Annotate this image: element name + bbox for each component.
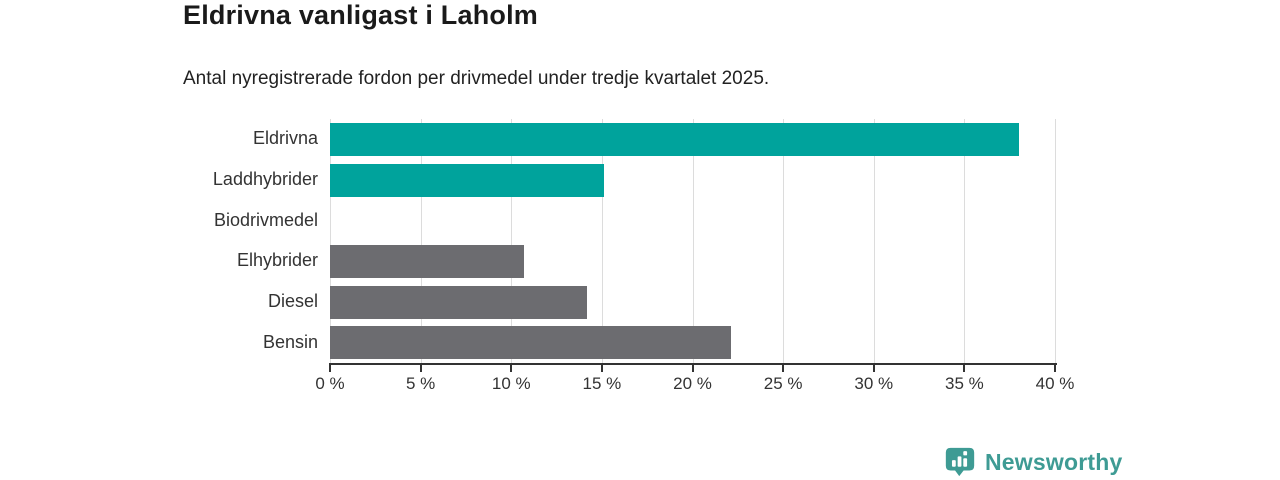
newsworthy-logo: Newsworthy xyxy=(943,445,1122,479)
x-axis-tick-label: 25 % xyxy=(763,374,803,393)
x-axis-tick-label: 5 % xyxy=(405,374,436,393)
x-axis-tick-label: 0 % xyxy=(315,374,345,393)
gridline xyxy=(511,119,513,363)
x-axis-tick-label: 30 % xyxy=(854,374,894,393)
x-axis-tick-label: 35 % xyxy=(945,374,984,393)
category-label-diesel: Diesel xyxy=(267,291,318,311)
x-axis-tick xyxy=(1054,363,1056,372)
gridline xyxy=(873,119,875,363)
bar-laddhybrider xyxy=(330,163,604,197)
bar-elhybrider xyxy=(330,244,524,278)
category-label-elhybrider: Elhybrider xyxy=(236,250,318,271)
category-label-biodrivmedel: Biodrivmedel xyxy=(213,209,318,230)
x-axis-tick-label: 10 % xyxy=(491,374,531,393)
x-axis-tick xyxy=(872,363,875,372)
x-axis-tick xyxy=(329,363,331,372)
chart-subtitle: Antal nyregistrerade fordon per drivmede… xyxy=(183,68,770,89)
x-axis-tick xyxy=(691,363,694,372)
category-labels: Eldrivna Laddhybrider Biodrivmedel Elhybrid… xyxy=(0,119,318,363)
x-axis-tick xyxy=(510,363,513,372)
gridline xyxy=(420,119,422,363)
bar-diesel xyxy=(330,285,588,319)
gridline xyxy=(964,119,966,363)
x-axis-tick xyxy=(419,363,422,372)
gridline xyxy=(1055,119,1056,363)
bar-eldrivna xyxy=(330,122,1019,156)
gridline xyxy=(783,119,785,363)
x-axis-tick xyxy=(963,363,966,372)
plot-area xyxy=(330,119,1056,363)
x-axis-tick xyxy=(600,363,603,372)
x-axis-tick-label: 40 % xyxy=(1035,374,1075,393)
category-label-bensin: Bensin xyxy=(262,331,318,352)
newsworthy-logo-text: Newsworthy xyxy=(985,448,1123,475)
x-axis-tick-label: 15 % xyxy=(582,374,622,393)
x-axis-tick-label: 20 % xyxy=(673,374,712,393)
category-label-laddhybrider: Laddhybrider xyxy=(212,169,318,189)
newsworthy-logo-icon xyxy=(943,445,977,479)
chart-title: Eldrivna vanligast i Laholm xyxy=(183,0,538,30)
gridline xyxy=(601,119,603,363)
gridline xyxy=(330,119,331,363)
bar-bensin xyxy=(330,326,731,360)
gridline xyxy=(692,119,694,363)
x-axis-tick xyxy=(782,363,785,372)
category-label-eldrivna: Eldrivna xyxy=(252,128,318,149)
